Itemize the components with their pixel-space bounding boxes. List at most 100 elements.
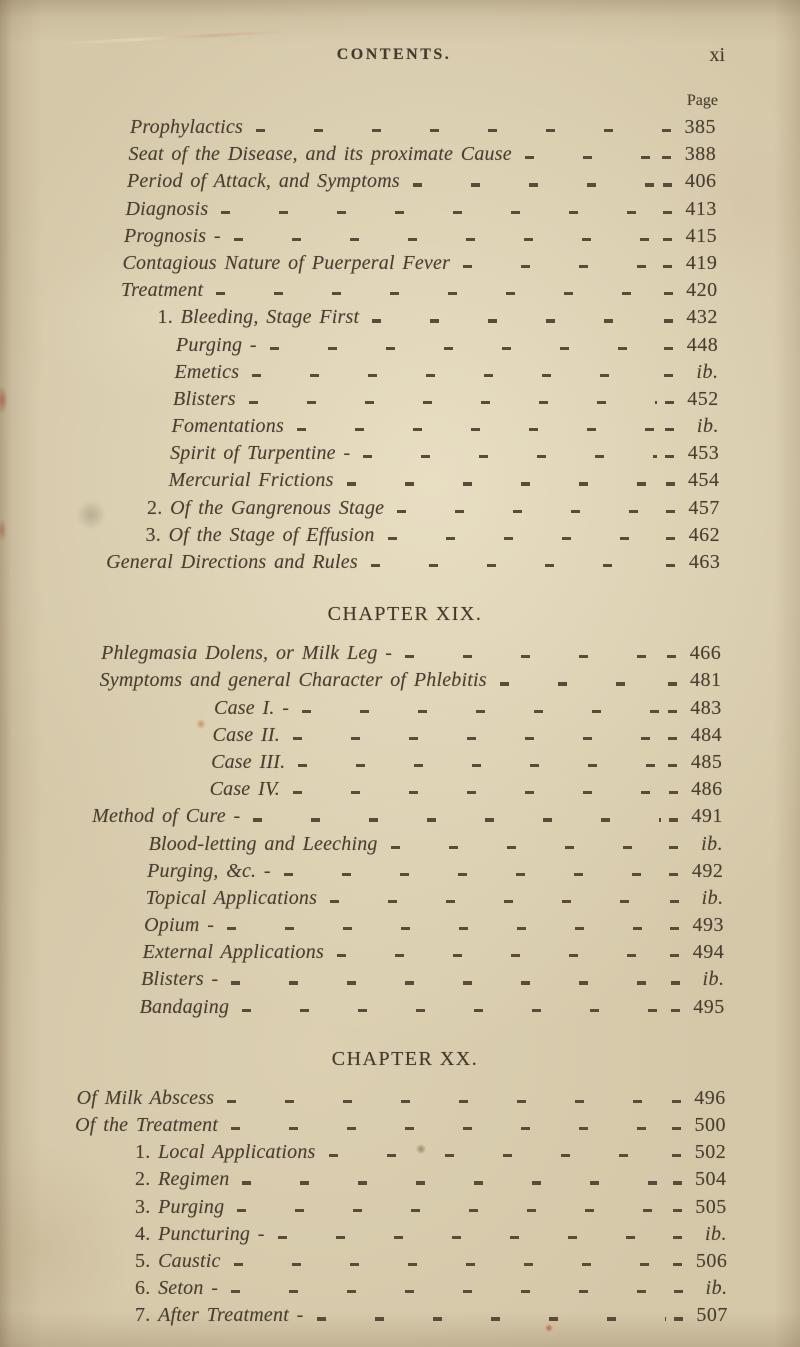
page-number-value: 486 (691, 778, 723, 801)
toc-entry-page: 502 (672, 1139, 726, 1166)
toc-entry-page: 485 (668, 749, 722, 776)
toc-entry-page: 494 (670, 939, 724, 966)
toc-entry-label: Case IV. (209, 778, 280, 801)
toc-entry-label: 4. Puncturing - (135, 1222, 265, 1245)
toc-row: Phlegmasia Dolens, or Milk Leg - 466 (0, 640, 800, 667)
toc-row: Opium - 493 (0, 912, 800, 939)
toc-entry-page: 507 (673, 1302, 728, 1329)
toc-row: General Directions and Rules 463 (0, 549, 800, 576)
toc-row: Method of Cure - 491 (0, 803, 800, 830)
leader-dash (662, 156, 672, 160)
page-number-value: 500 (694, 1114, 726, 1136)
toc-entry-label: General Directions and Rules (106, 551, 358, 573)
toc-row: Of Milk Abscess 496 (0, 1085, 800, 1112)
page-number-value: 484 (690, 723, 723, 746)
toc-entry-page: 492 (669, 858, 723, 885)
dash-leader (252, 373, 657, 377)
entry-number-prefix: 1. (135, 1141, 159, 1164)
entry-number-prefix: 2. (135, 1168, 159, 1191)
page-number-value: ib. (696, 360, 719, 383)
toc-entry-label: Blood-letting and Leeching (148, 832, 378, 855)
dash-leader (330, 899, 662, 904)
toc-entry-page: ib. (669, 885, 724, 912)
leader-dash (672, 1208, 682, 1212)
leader-dash (670, 954, 680, 958)
leader-dash (667, 655, 677, 659)
leader-dash (669, 927, 679, 931)
toc-entry-label: Emetics (174, 360, 240, 383)
chapter-heading: CHAPTER XIX. (327, 603, 483, 626)
dash-leader (283, 872, 662, 876)
toc-entry-page: 385 (662, 114, 716, 141)
dash-leader (328, 1154, 665, 1158)
leader-dash (673, 1317, 683, 1321)
toc-entry-label: Diagnosis (125, 197, 209, 220)
toc-entry-page: 453 (665, 440, 719, 467)
toc-entry-label: Seat of the Disease, and its proximate C… (128, 143, 512, 166)
dash-leader (316, 1317, 666, 1321)
dash-leader (405, 655, 660, 659)
entry-number-prefix: 7. (135, 1304, 159, 1327)
page-number-value: ib. (704, 1222, 728, 1245)
toc-entry-label: 2. Regimen (135, 1168, 230, 1191)
page-number-value: 485 (690, 750, 723, 773)
page-number-value: 420 (686, 279, 718, 302)
page-number-value: 466 (689, 642, 722, 665)
dash-leader (524, 156, 655, 160)
page-number-value: 492 (691, 859, 724, 882)
dash-leader (277, 1235, 666, 1239)
dash-leader (253, 818, 661, 822)
toc-row: Case III. 485 (0, 749, 800, 776)
toc-row: Prophylactics 385 (0, 114, 800, 141)
toc-entry-label: Period of Attack, and Symptoms (127, 170, 400, 193)
page-number-value: 506 (695, 1249, 728, 1272)
dash-leader (231, 981, 663, 985)
leader-dash (664, 373, 674, 377)
toc-row: 2. Of the Gangrenous Stage 457 (0, 495, 800, 522)
toc-entry-page: 484 (668, 722, 722, 749)
leader-dash (665, 482, 675, 486)
dash-leader (292, 791, 661, 795)
entry-number-prefix: 6. (135, 1277, 159, 1300)
toc-row: 2. Regimen 504 (0, 1166, 800, 1193)
toc-entry-label: Fomentations (171, 415, 284, 438)
toc-entry-page: 432 (663, 304, 718, 331)
page-number-value: 493 (692, 914, 724, 937)
leader-dash (668, 791, 678, 795)
dash-leader (216, 292, 656, 296)
toc-row: 7. After Treatment - 507 (0, 1302, 800, 1329)
toc-entry-label: 3. Of the Stage of Effusion (145, 523, 375, 546)
page-number-value: ib. (705, 1277, 728, 1300)
toc-row: Prognosis - 415 (0, 223, 800, 250)
leader-dash (672, 1181, 682, 1185)
toc-entry-label: Symptoms and general Character of Phlebi… (99, 669, 487, 692)
leader-dash (667, 682, 677, 686)
toc-entry-label: Of the Treatment (75, 1114, 219, 1136)
toc-entry-page: 466 (667, 640, 721, 667)
toc-entry-label: Case II. (212, 723, 280, 746)
toc-entry-label: Case I. - (214, 696, 290, 719)
leader-dash (672, 1154, 682, 1158)
toc-entry-label: Purging - (176, 333, 257, 356)
toc-entry-page: 420 (663, 277, 718, 304)
page-number-value: ib. (701, 886, 724, 909)
toc-entry-label: Mercurial Frictions (168, 469, 334, 492)
toc-entry-label: 1. Local Applications (135, 1141, 316, 1164)
leader-dash (669, 899, 679, 904)
toc-entry-page: ib. (670, 966, 725, 993)
paper-crease (60, 29, 290, 46)
dash-leader (346, 482, 658, 486)
dash-leader (302, 709, 660, 713)
page-number-value: ib. (696, 415, 719, 438)
page-number-value: 463 (688, 551, 721, 573)
leader-dash (662, 210, 672, 214)
page-number-value: 453 (687, 442, 720, 465)
leader-dash (666, 564, 676, 568)
toc-row: Blisters 452 (0, 386, 800, 413)
toc-entry-page: ib. (664, 413, 719, 440)
toc-row: Purging - 448 (0, 332, 800, 359)
dash-leader (242, 1181, 665, 1185)
toc-entry-page: 413 (662, 196, 717, 223)
leader-dash (663, 264, 673, 269)
